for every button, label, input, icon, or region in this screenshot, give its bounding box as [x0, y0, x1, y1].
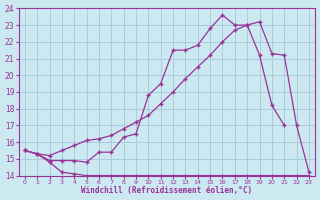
X-axis label: Windchill (Refroidissement éolien,°C): Windchill (Refroidissement éolien,°C) [81, 186, 252, 195]
